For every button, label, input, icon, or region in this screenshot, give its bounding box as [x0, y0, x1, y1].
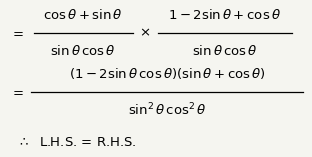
Text: $\cos\theta + \sin\theta$: $\cos\theta + \sin\theta$ — [43, 8, 123, 22]
Text: $(1 - 2\sin\theta\,\cos\theta)(\sin\theta + \cos\theta)$: $(1 - 2\sin\theta\,\cos\theta)(\sin\thet… — [69, 66, 265, 81]
Text: $1 - 2\sin\theta + \cos\theta$: $1 - 2\sin\theta + \cos\theta$ — [168, 8, 281, 22]
Text: $=$: $=$ — [10, 85, 24, 98]
Text: $\therefore$  L.H.S. = R.H.S.: $\therefore$ L.H.S. = R.H.S. — [17, 136, 137, 149]
Text: $\sin^2\theta\,\cos^2\theta$: $\sin^2\theta\,\cos^2\theta$ — [128, 102, 206, 118]
Text: $\times$: $\times$ — [139, 27, 151, 39]
Text: $\sin\theta\,\cos\theta$: $\sin\theta\,\cos\theta$ — [50, 44, 115, 58]
Text: $=$: $=$ — [10, 27, 24, 39]
Text: $\sin\theta\,\cos\theta$: $\sin\theta\,\cos\theta$ — [192, 44, 257, 58]
